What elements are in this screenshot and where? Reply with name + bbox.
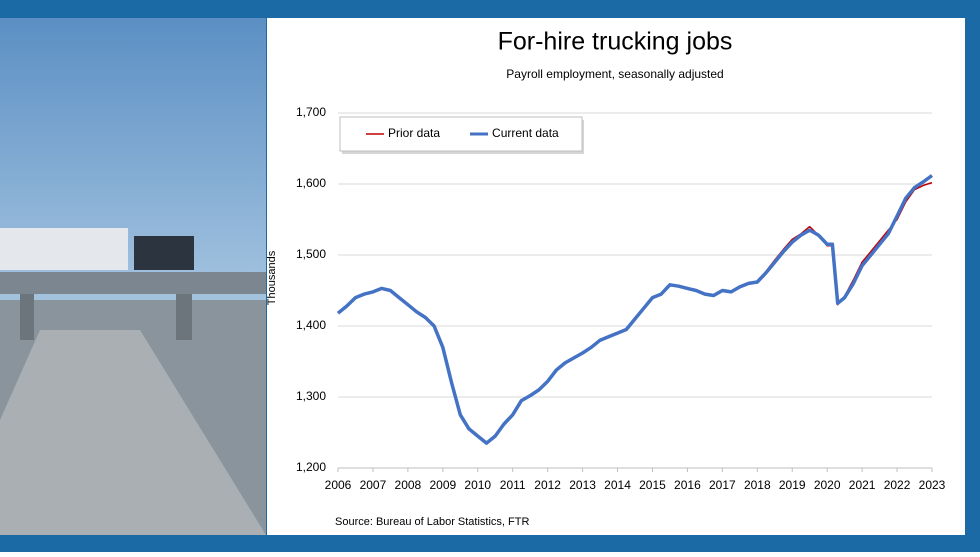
chart-title: For-hire trucking jobs: [498, 28, 733, 56]
y-tick-label: 1,600: [296, 176, 326, 190]
x-tick-label: 2009: [429, 478, 456, 492]
x-tick-label: 2020: [814, 478, 841, 492]
y-tick-label: 1,500: [296, 247, 326, 261]
source-note: Source: Bureau of Labor Statistics, FTR: [335, 516, 529, 528]
y-tick-label: 1,700: [296, 105, 326, 119]
x-tick-label: 2023: [919, 478, 946, 492]
x-tick-label: 2021: [849, 478, 876, 492]
x-tick-label: 2017: [709, 478, 736, 492]
x-tick-label: 2007: [360, 478, 387, 492]
x-tick-label: 2022: [884, 478, 911, 492]
legend-label: Prior data: [388, 126, 440, 140]
photo: [0, 18, 266, 535]
x-tick-label: 2010: [464, 478, 491, 492]
series-line: [336, 174, 934, 445]
x-tick-label: 2018: [744, 478, 771, 492]
y-tick-label: 1,300: [296, 389, 326, 403]
x-tick-label: 2012: [534, 478, 561, 492]
x-tick-label: 2016: [674, 478, 701, 492]
y-tick-label: 1,200: [296, 460, 326, 474]
chart-subtitle: Payroll employment, seasonally adjusted: [506, 67, 723, 81]
x-tick-label: 2015: [639, 478, 666, 492]
chart-panel: [267, 18, 965, 535]
x-tick-label: 2014: [604, 478, 631, 492]
x-tick-label: 2011: [500, 478, 526, 492]
y-tick-label: 1,400: [296, 318, 326, 332]
x-tick-label: 2019: [779, 478, 806, 492]
legend-label: Current data: [492, 126, 559, 140]
x-tick-label: 2006: [325, 478, 352, 492]
x-tick-label: 2013: [569, 478, 596, 492]
x-tick-label: 2008: [395, 478, 422, 492]
y-axis-label: Thousands: [266, 250, 278, 305]
